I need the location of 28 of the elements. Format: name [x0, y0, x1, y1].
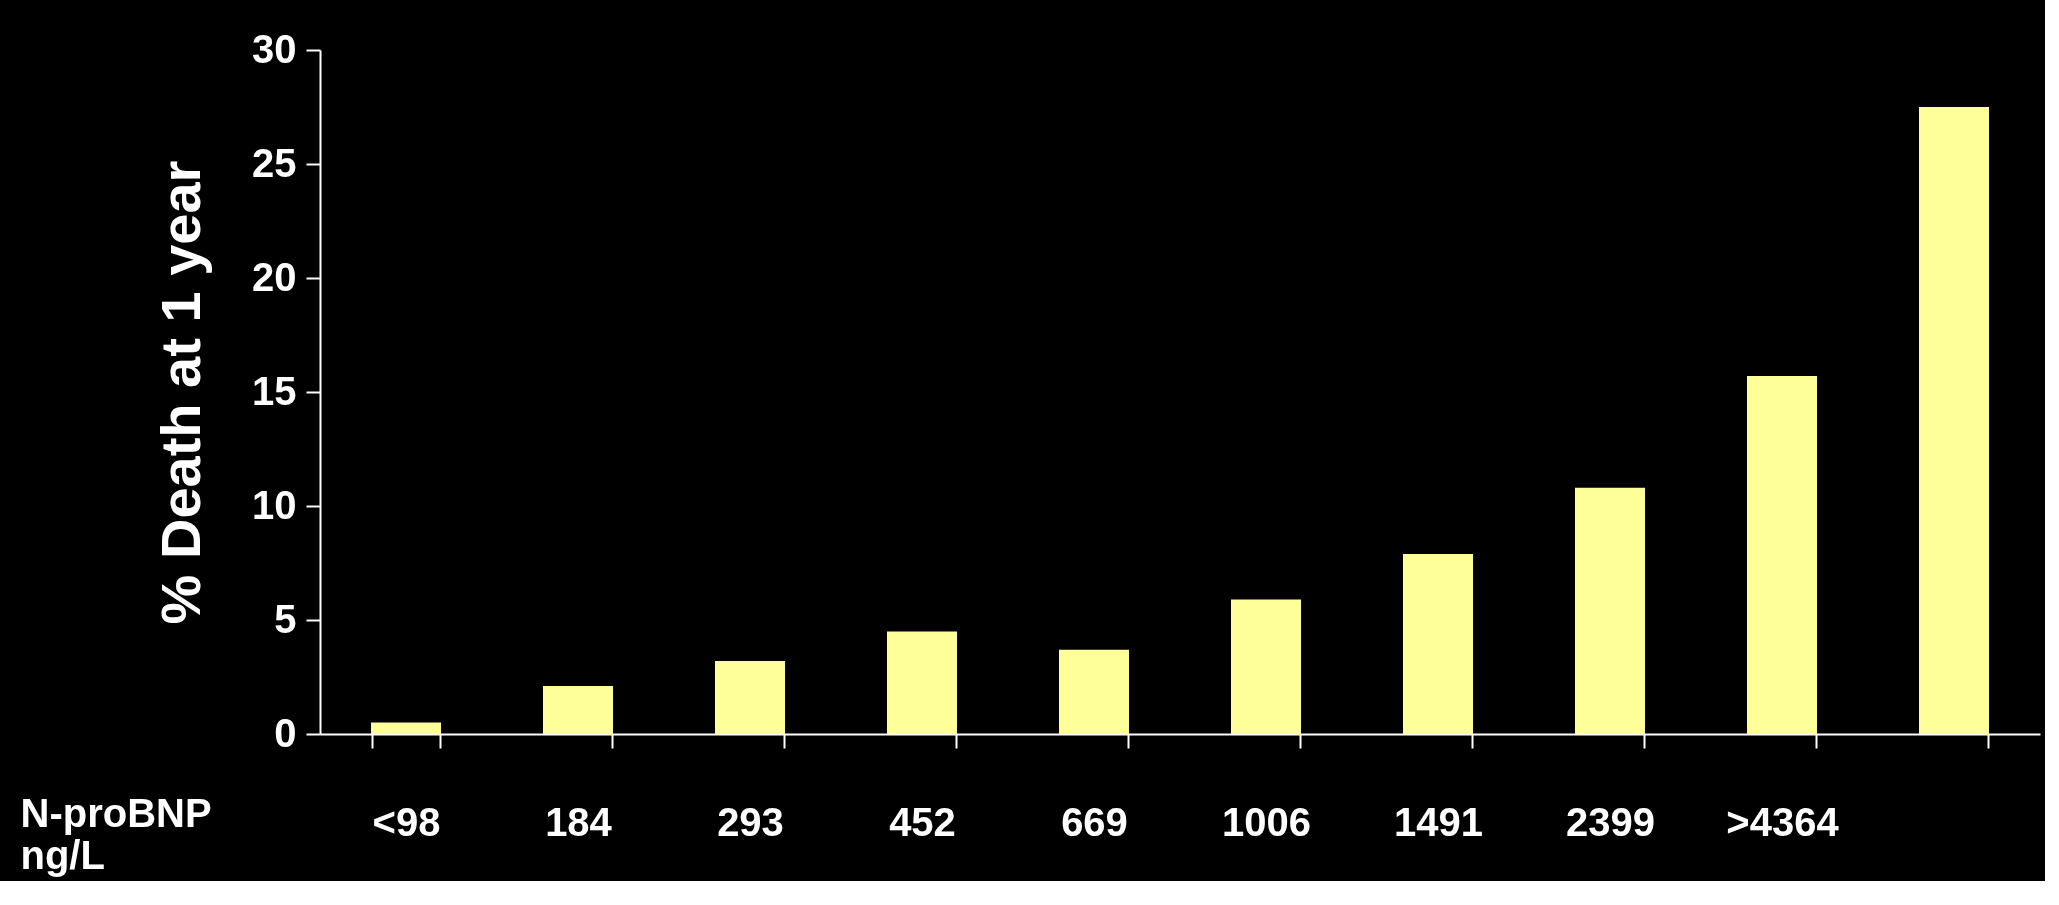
x-tick-label: 669 — [1061, 799, 1128, 844]
bar — [1231, 599, 1301, 734]
y-tick-label: 10 — [252, 482, 297, 527]
y-tick-label: 0 — [274, 710, 297, 755]
y-axis-title: % Death at 1 year — [149, 160, 213, 625]
bar — [887, 631, 957, 734]
y-tick-label: 5 — [274, 596, 297, 641]
y-tick-label: 25 — [252, 140, 297, 185]
x-tick-label: 1006 — [1222, 799, 1311, 844]
x-tick-label: >4364 — [1726, 799, 1840, 844]
y-tick-label: 15 — [252, 368, 297, 413]
x-tick-label: <98 — [372, 799, 441, 844]
bar — [1403, 553, 1473, 734]
bar — [1575, 487, 1645, 734]
bar — [1059, 649, 1129, 734]
bar — [543, 686, 613, 734]
bar — [715, 661, 785, 734]
y-tick-label: 30 — [252, 26, 297, 71]
y-tick-label: 20 — [252, 254, 297, 299]
x-tick-label: 184 — [545, 799, 613, 844]
x-tick-label: 1491 — [1394, 799, 1483, 844]
x-tick-label: 452 — [889, 799, 956, 844]
x-tick-label: 293 — [717, 799, 784, 844]
bar — [1919, 107, 1989, 734]
x-tick-label: 2399 — [1566, 799, 1655, 844]
x-axis-title: N-proBNP ng/L — [20, 790, 212, 877]
bar — [371, 722, 441, 734]
bar — [1747, 376, 1817, 734]
